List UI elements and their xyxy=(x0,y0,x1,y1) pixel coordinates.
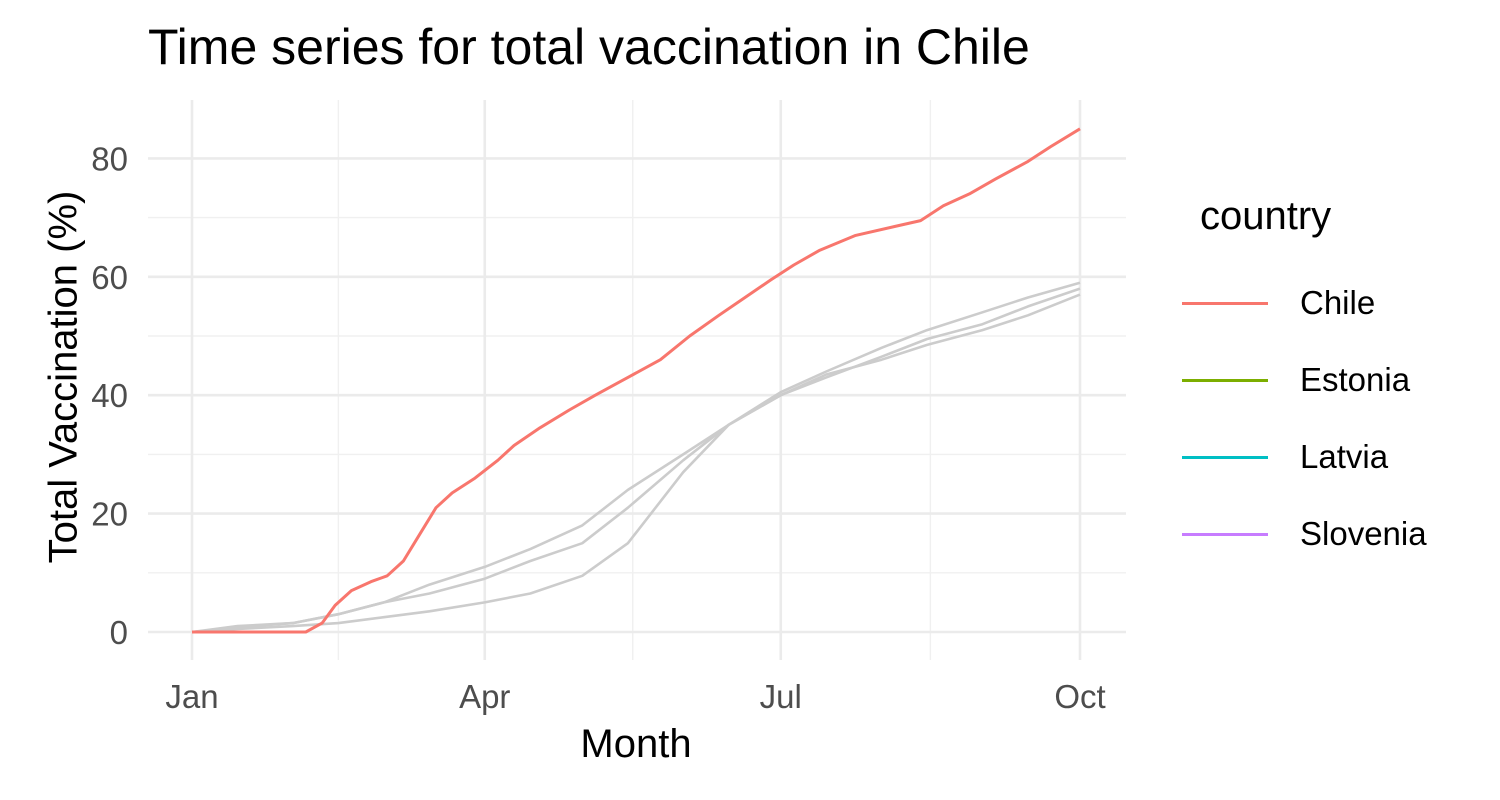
x-tick-label: Oct xyxy=(1054,678,1105,715)
legend-item-latvia: Latvia xyxy=(1180,438,1480,478)
y-tick-labels: 0 20 40 60 80 xyxy=(91,140,128,651)
series-line-chile xyxy=(192,127,1081,634)
y-tick-label: 60 xyxy=(91,259,128,296)
series-line-estonia xyxy=(191,281,1081,634)
legend-swatch xyxy=(1182,302,1268,305)
x-tick-labels: Jan Apr Jul Oct xyxy=(165,678,1105,715)
series-line-slovenia xyxy=(191,287,1081,634)
legend-swatch xyxy=(1182,456,1268,459)
legend-title: country xyxy=(1200,194,1332,238)
x-tick-label: Apr xyxy=(459,678,510,715)
legend-item-estonia: Estonia xyxy=(1180,361,1480,401)
legend-label: Chile xyxy=(1300,284,1376,321)
y-axis-label: Total Vaccination (%) xyxy=(41,190,86,564)
y-tick-label: 40 xyxy=(91,377,128,414)
series-lines xyxy=(191,127,1081,634)
series-line-latvia xyxy=(191,293,1081,634)
chart-title: Time series for total vaccination in Chi… xyxy=(148,19,1030,75)
legend-item-chile: Chile xyxy=(1180,284,1480,324)
x-axis-label: Month xyxy=(580,722,692,766)
legend-label: Estonia xyxy=(1300,361,1411,398)
x-tick-label: Jan xyxy=(165,678,218,715)
legend-swatch xyxy=(1182,533,1268,536)
grid xyxy=(148,100,1126,660)
y-tick-label: 20 xyxy=(91,496,128,533)
y-tick-label: 0 xyxy=(110,614,128,651)
legend-swatch xyxy=(1182,379,1268,382)
y-tick-label: 80 xyxy=(91,140,128,177)
legend-label: Slovenia xyxy=(1300,515,1427,552)
x-tick-label: Jul xyxy=(760,678,802,715)
legend-item-slovenia: Slovenia xyxy=(1180,515,1480,555)
legend-label: Latvia xyxy=(1300,438,1389,475)
